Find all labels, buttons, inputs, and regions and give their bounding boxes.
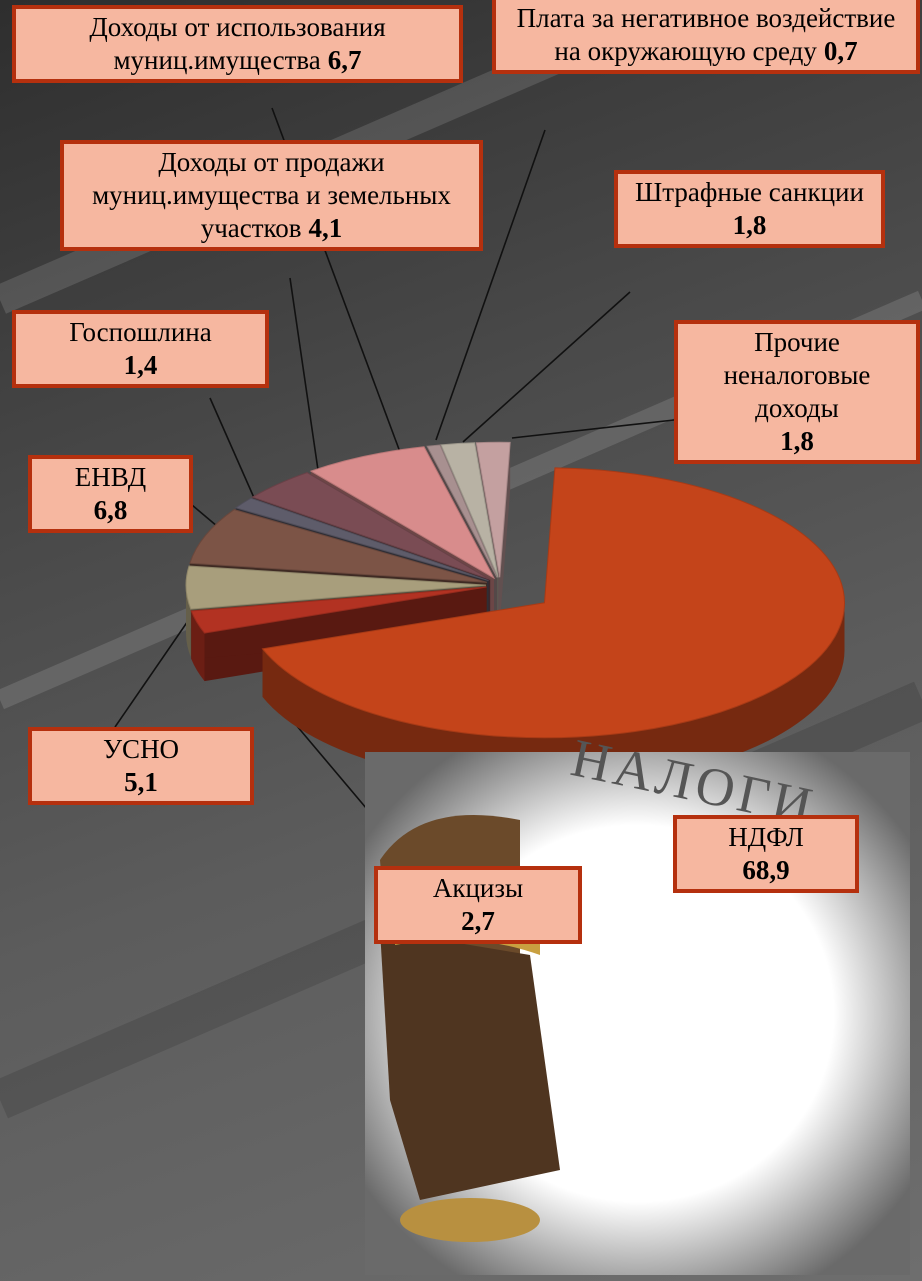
category-label: Доходы от продажи муниц.имущества и земе… [92,147,451,243]
value-label: 1,8 [732,210,767,240]
category-label: Прочие неналоговые доходы [723,327,871,423]
data-label-box: Прочие неналоговые доходы 1,8 [674,320,920,464]
data-label-box: Плата за негативное воздействие на окруж… [492,0,920,74]
category-label: Плата за негативное воздействие на окруж… [516,3,896,66]
leader-line [209,397,256,501]
value-label: 0,7 [823,36,858,66]
slice-side [262,602,845,786]
slice-side [191,611,205,682]
value-label: 5,1 [124,767,158,797]
slice [190,586,487,634]
slice [261,467,845,739]
category-label: Акцизы [432,873,524,903]
slice [234,497,489,582]
leader-line [289,277,319,471]
data-label-box: Доходы от продажи муниц.имущества и земе… [60,140,483,251]
slice [189,509,488,583]
data-label-box: Доходы от использования муниц.имущества 6… [12,5,463,83]
slice-wall [499,442,511,626]
category-label: НДФЛ [728,822,804,852]
slice [440,442,499,578]
value-label: 68,9 [742,855,790,885]
value-label: 6,7 [327,45,362,75]
slice [426,444,498,578]
pie [185,441,845,786]
leader-line [462,291,631,443]
data-label-box: НДФЛ 68,9 [673,815,859,893]
leader-line [435,129,546,441]
data-label-box: УСНО 5,1 [28,727,254,805]
leader-line [511,419,675,439]
category-label: Доходы от использования муниц.имущества [89,12,386,75]
category-label: Штрафные санкции [635,177,864,207]
slice [475,441,511,578]
slice [309,446,496,580]
data-label-box: Штрафные санкции 1,8 [614,170,885,248]
value-label: 6,8 [93,495,128,525]
category-label: ЕНВД [74,462,147,492]
data-label-box: Акцизы 2,7 [374,866,582,944]
category-label: Госпошлина [69,317,212,347]
value-label: 4,1 [308,213,343,243]
slice [251,472,491,581]
data-label-box: Госпошлина 1,4 [12,310,269,388]
photo: НАЛОГИ [365,727,910,1275]
value-label: 2,7 [461,906,495,936]
slice-group [261,467,845,786]
data-label-box: ЕНВД 6,8 [28,455,193,533]
leader-line [114,617,191,728]
category-label: УСНО [102,734,180,764]
slice [185,565,487,610]
value-label: 1,8 [780,426,814,456]
slice-side [186,585,191,658]
value-label: 1,4 [123,350,158,380]
